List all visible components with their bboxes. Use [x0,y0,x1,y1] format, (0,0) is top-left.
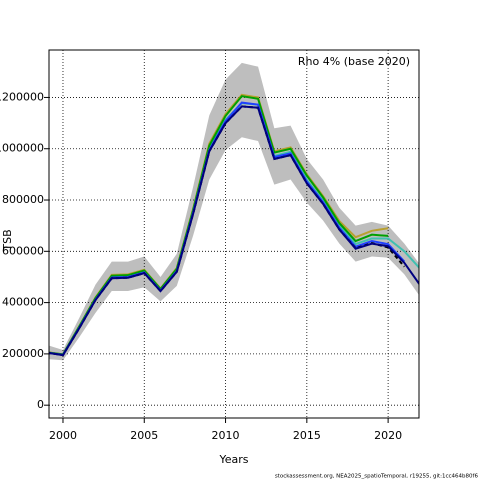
y-tick-label: 200000 [2,347,44,360]
footer: stockassessment.org, NEA2025_spatioTempo… [275,474,479,480]
x-tick-label: 2000 [49,429,77,442]
y-tick-label: 400000 [2,296,44,309]
y-axis-label: TSB [1,229,14,251]
x-axis-label: Years [218,453,248,466]
y-tick-label: 1200000 [0,90,44,103]
x-tick-label: 2015 [293,429,321,442]
y-tick-label: 1000000 [0,142,44,155]
plot-area [49,50,419,418]
x-tick-label: 2010 [212,429,240,442]
confidence-band [49,62,419,361]
chart-title: Rho 4% (base 2020) [298,55,410,68]
y-tick-label: 600000 [2,244,44,257]
x-tick-label: 2020 [374,429,402,442]
plot-frame [48,49,420,419]
y-tick-label: 0 [37,398,44,411]
y-tick-label: 800000 [2,193,44,206]
x-tick-label: 2005 [130,429,158,442]
series-line [49,105,419,357]
